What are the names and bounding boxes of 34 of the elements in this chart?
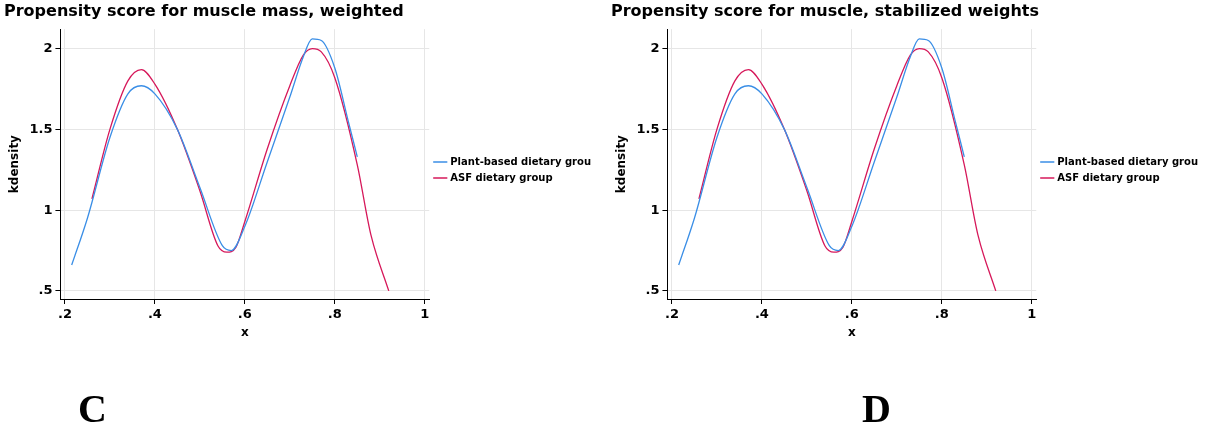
y-tick-label: 2 [43, 39, 53, 55]
line-series [91, 47, 390, 292]
x-tick-label: 1 [1027, 306, 1037, 322]
y-tick-label: 1.5 [29, 120, 53, 136]
y-tick-label: 2 [650, 39, 660, 55]
x-tick-label: .2 [664, 306, 679, 322]
y-tick-label: 1.5 [636, 120, 660, 136]
y-tick-label: .5 [645, 282, 660, 298]
line-series [678, 38, 965, 266]
legend-label: Plant-based dietary grou [450, 155, 592, 167]
y-tick-label: 1 [43, 201, 53, 217]
legend-label: ASF dietary group [1057, 171, 1160, 183]
x-tick-label: .4 [147, 306, 162, 322]
legend-label: ASF dietary group [450, 171, 553, 183]
x-tick-label: .6 [237, 306, 252, 322]
x-axis-title: x [240, 324, 249, 339]
x-axis-title: x [847, 324, 856, 339]
text: C [78, 385, 107, 432]
legend-label: Plant-based dietary grou [1057, 155, 1199, 167]
y-axis-title: kdensity [614, 134, 629, 194]
x-tick-label: .8 [327, 306, 342, 322]
y-tick-label: .5 [38, 282, 53, 298]
y-tick-label: 1 [650, 201, 660, 217]
y-axis-title: kdensity [7, 134, 22, 194]
x-tick-label: .6 [844, 306, 859, 322]
text: D [862, 385, 891, 432]
line-series [698, 47, 997, 292]
x-tick-label: .4 [754, 306, 769, 322]
chart-title: Propensity score for muscle, stabilized weights [611, 0, 1039, 20]
x-tick-label: 1 [420, 306, 430, 322]
x-tick-label: .8 [934, 306, 949, 322]
line-series [71, 38, 358, 266]
x-tick-label: .2 [57, 306, 72, 322]
chart-title: Propensity score for muscle mass, weighted [4, 0, 404, 20]
